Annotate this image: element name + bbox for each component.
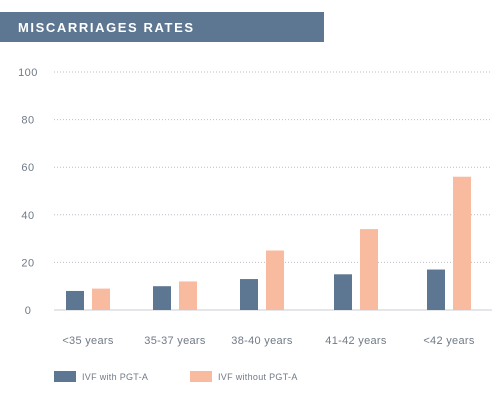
- y-tick-label: 0: [25, 305, 32, 317]
- y-tick-label: 40: [21, 210, 34, 222]
- bar-without-pgt-a: [179, 281, 197, 310]
- bar-without-pgt-a: [266, 250, 284, 310]
- legend: IVF with PGT-A IVF without PGT-A: [54, 371, 298, 382]
- x-tick-label: 35-37 years: [144, 335, 206, 347]
- bar-without-pgt-a: [453, 176, 471, 310]
- x-tick-label: <35 years: [62, 335, 114, 347]
- legend-swatch: [190, 371, 212, 382]
- bar-without-pgt-a: [360, 229, 378, 310]
- x-axis-labels: <35 years 35-37 years 38-40 years 41-42 yea…: [62, 335, 475, 347]
- x-tick-label: <42 years: [423, 335, 475, 347]
- y-axis-ticks: 0 20 40 60 80 100: [18, 67, 38, 317]
- y-tick-label: 80: [21, 115, 34, 127]
- chart-title: MISCARRIAGES RATES: [0, 12, 324, 42]
- bar-with-pgt-a: [334, 274, 352, 310]
- bar-with-pgt-a: [240, 279, 258, 310]
- legend-label: IVF with PGT-A: [82, 372, 148, 382]
- bar-with-pgt-a: [66, 290, 84, 310]
- legend-label: IVF without PGT-A: [218, 372, 298, 382]
- bar-with-pgt-a: [153, 286, 171, 310]
- y-tick-label: 100: [18, 67, 38, 79]
- bar-without-pgt-a: [92, 288, 110, 310]
- y-tick-label: 20: [21, 257, 34, 269]
- bar-with-pgt-a: [427, 269, 445, 310]
- bars: [66, 176, 471, 310]
- y-tick-label: 60: [21, 162, 34, 174]
- x-tick-label: 38-40 years: [231, 335, 293, 347]
- x-tick-label: 41-42 years: [325, 335, 387, 347]
- legend-swatch: [54, 371, 76, 382]
